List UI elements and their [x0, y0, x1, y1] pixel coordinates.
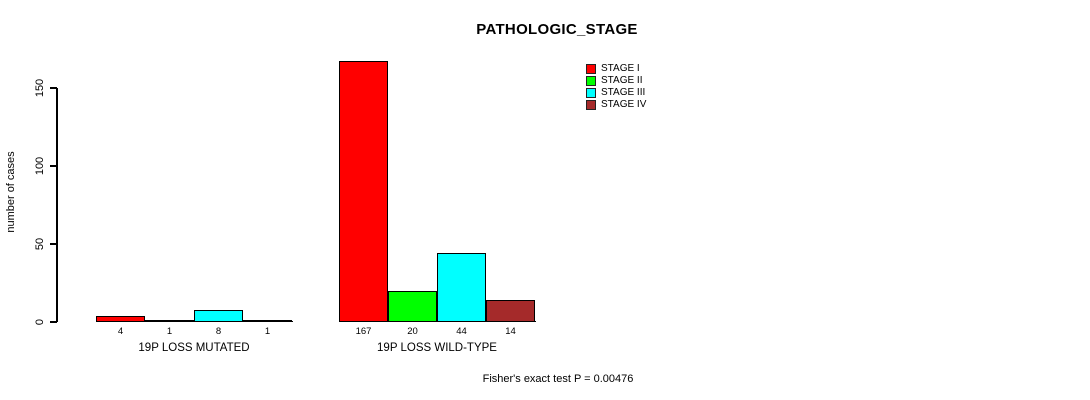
y-axis-tick	[50, 87, 57, 89]
bar-value-label: 20	[407, 326, 418, 337]
bar-value-label: 44	[456, 326, 467, 337]
y-axis-tick	[50, 243, 57, 245]
legend-item-stage-iii: STAGE III	[586, 88, 646, 98]
legend-label: STAGE III	[601, 87, 646, 98]
bar	[437, 253, 486, 322]
bar	[339, 61, 388, 322]
bar	[388, 290, 437, 322]
legend-swatch-stage-ii-icon	[586, 76, 596, 86]
bar-value-label: 167	[355, 326, 372, 337]
chart-title: PATHOLOGIC_STAGE	[476, 21, 638, 38]
legend-label: STAGE I	[601, 63, 640, 74]
legend: STAGE I STAGE II STAGE III STAGE IV	[586, 64, 646, 110]
bar	[486, 300, 535, 322]
x-group-label-mutated: 19P LOSS MUTATED	[138, 342, 250, 354]
bar-value-label: 8	[215, 326, 222, 337]
bar	[194, 309, 243, 322]
y-axis-tick-label: 100	[34, 156, 46, 176]
legend-swatch-stage-iii-icon	[586, 88, 596, 98]
bar-value-label: 14	[505, 326, 516, 337]
y-axis-tick-label: 150	[34, 78, 46, 98]
y-axis-tick-label: 50	[34, 237, 46, 251]
y-axis-tick	[50, 321, 57, 323]
bar	[96, 315, 145, 322]
legend-swatch-stage-iv-icon	[586, 100, 596, 110]
bar-value-label: 1	[264, 326, 271, 337]
bar	[243, 320, 292, 323]
legend-item-stage-ii: STAGE II	[586, 76, 646, 86]
legend-swatch-stage-i-icon	[586, 64, 596, 74]
y-axis-tick	[50, 165, 57, 167]
x-group-label-wild-type: 19P LOSS WILD-TYPE	[377, 342, 497, 354]
y-axis-label: number of cases	[5, 151, 17, 233]
y-axis-line	[56, 88, 58, 322]
bar	[145, 320, 194, 323]
legend-label: STAGE II	[601, 75, 643, 86]
bar-value-label: 1	[166, 326, 173, 337]
legend-label: STAGE IV	[601, 99, 647, 110]
y-axis-tick-label: 0	[34, 318, 46, 326]
bar-value-label: 4	[117, 326, 124, 337]
fisher-test-annotation: Fisher's exact test P = 0.00476	[482, 373, 634, 385]
legend-item-stage-iv: STAGE IV	[586, 100, 646, 110]
legend-item-stage-i: STAGE I	[586, 64, 646, 74]
